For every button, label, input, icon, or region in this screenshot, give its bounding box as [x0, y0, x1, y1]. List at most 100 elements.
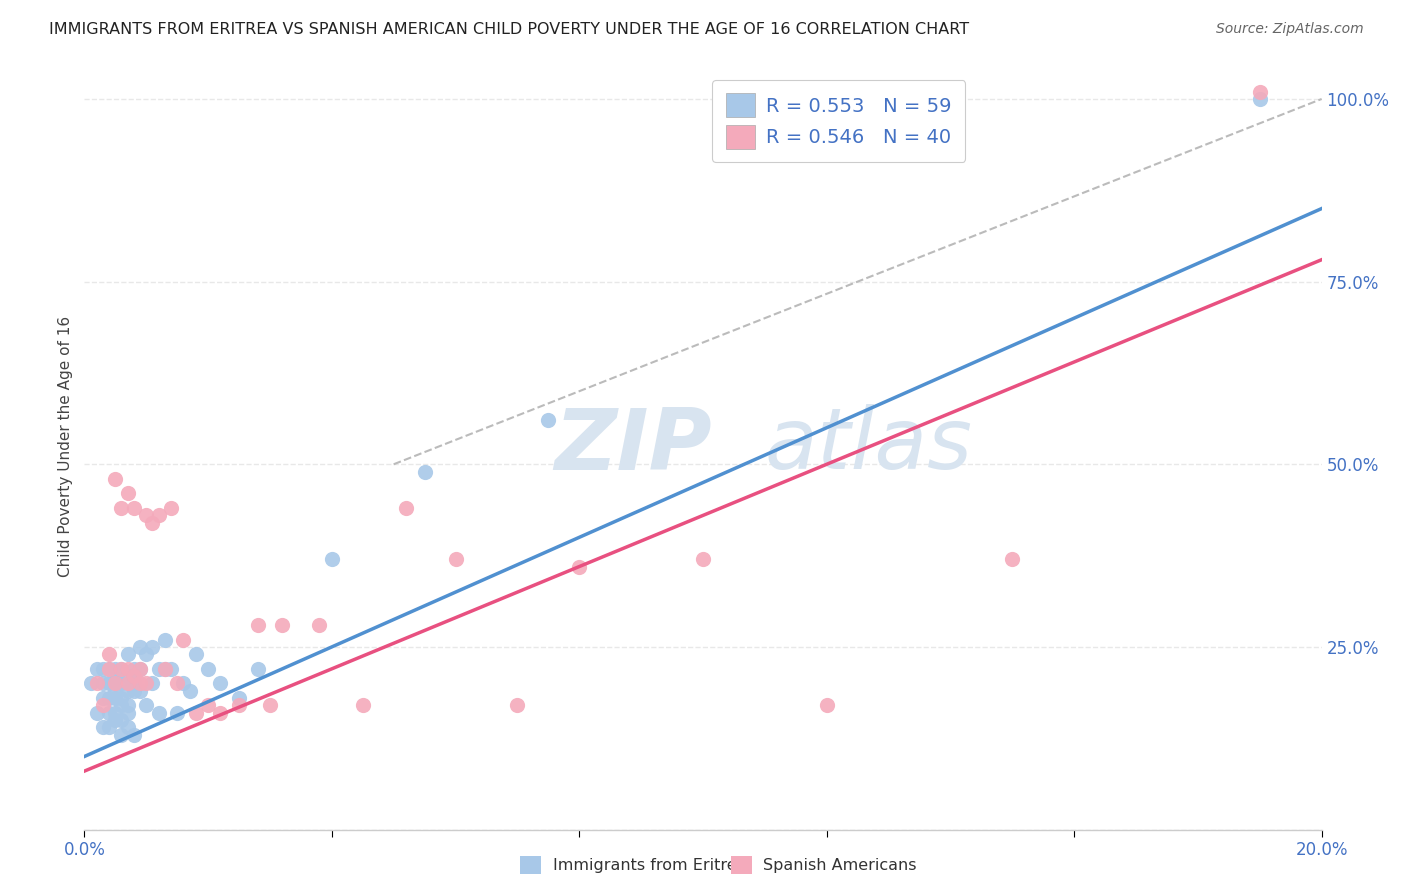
Point	[117, 647, 139, 661]
Point	[172, 632, 194, 647]
Text: Source: ZipAtlas.com: Source: ZipAtlas.com	[1216, 22, 1364, 37]
Point	[135, 676, 157, 690]
Point	[91, 691, 114, 706]
Point	[246, 618, 269, 632]
Text: Spanish Americans: Spanish Americans	[763, 858, 917, 872]
Point	[1001, 552, 1024, 566]
Point	[117, 662, 139, 676]
Point	[110, 501, 132, 516]
Point	[1249, 85, 1271, 99]
Point	[148, 662, 170, 676]
Point	[104, 676, 127, 690]
Point	[117, 720, 139, 734]
Point	[117, 676, 139, 690]
Point	[129, 662, 152, 676]
Point	[104, 706, 127, 720]
Point	[122, 728, 145, 742]
Point	[117, 669, 139, 683]
Point	[104, 676, 127, 690]
Point	[110, 662, 132, 676]
Point	[98, 647, 121, 661]
Point	[153, 662, 176, 676]
Point	[98, 706, 121, 720]
Point	[172, 676, 194, 690]
Point	[98, 720, 121, 734]
Point	[122, 662, 145, 676]
Point	[537, 413, 560, 427]
Point	[98, 676, 121, 690]
Point	[110, 728, 132, 742]
Point	[110, 713, 132, 727]
Point	[160, 501, 183, 516]
Text: IMMIGRANTS FROM ERITREA VS SPANISH AMERICAN CHILD POVERTY UNDER THE AGE OF 16 CO: IMMIGRANTS FROM ERITREA VS SPANISH AMERI…	[49, 22, 969, 37]
Point	[104, 472, 127, 486]
Point	[184, 706, 207, 720]
Point	[129, 640, 152, 654]
Point	[197, 698, 219, 713]
Point	[1249, 92, 1271, 106]
Point	[129, 683, 152, 698]
Point	[166, 676, 188, 690]
Point	[413, 465, 436, 479]
Point	[98, 691, 121, 706]
Point	[568, 559, 591, 574]
Point	[104, 691, 127, 706]
Point	[98, 662, 121, 676]
Point	[79, 676, 101, 690]
Point	[197, 662, 219, 676]
Point	[308, 618, 330, 632]
Point	[129, 662, 152, 676]
Point	[122, 676, 145, 690]
Point	[86, 662, 108, 676]
Point	[104, 669, 127, 683]
Point	[321, 552, 343, 566]
Point	[122, 683, 145, 698]
Point	[141, 516, 163, 530]
Point	[259, 698, 281, 713]
Point	[692, 552, 714, 566]
Point	[135, 698, 157, 713]
Point	[228, 691, 250, 706]
Point	[104, 683, 127, 698]
Point	[110, 698, 132, 713]
Point	[86, 676, 108, 690]
Point	[148, 706, 170, 720]
Point	[98, 662, 121, 676]
Point	[117, 486, 139, 500]
Point	[122, 501, 145, 516]
Point	[91, 698, 114, 713]
Point	[184, 647, 207, 661]
Point	[160, 662, 183, 676]
Point	[110, 662, 132, 676]
Point	[117, 683, 139, 698]
Point	[91, 662, 114, 676]
Point	[153, 662, 176, 676]
Point	[135, 508, 157, 523]
Point	[228, 698, 250, 713]
Point	[148, 508, 170, 523]
Text: Immigrants from Eritrea: Immigrants from Eritrea	[553, 858, 747, 872]
Text: ZIP: ZIP	[554, 404, 713, 488]
Point	[166, 706, 188, 720]
Point	[86, 706, 108, 720]
Point	[506, 698, 529, 713]
Legend: R = 0.553   N = 59, R = 0.546   N = 40: R = 0.553 N = 59, R = 0.546 N = 40	[711, 79, 966, 162]
Point	[122, 669, 145, 683]
Point	[246, 662, 269, 676]
Y-axis label: Child Poverty Under the Age of 16: Child Poverty Under the Age of 16	[58, 316, 73, 576]
Text: atlas: atlas	[765, 404, 973, 488]
Point	[129, 676, 152, 690]
Point	[135, 647, 157, 661]
Point	[395, 501, 418, 516]
Point	[141, 676, 163, 690]
Point	[271, 618, 294, 632]
Point	[209, 676, 232, 690]
Point	[91, 720, 114, 734]
Point	[444, 552, 467, 566]
Point	[815, 698, 838, 713]
Point	[110, 676, 132, 690]
Point	[117, 698, 139, 713]
Point	[117, 706, 139, 720]
Point	[141, 640, 163, 654]
Point	[104, 713, 127, 727]
